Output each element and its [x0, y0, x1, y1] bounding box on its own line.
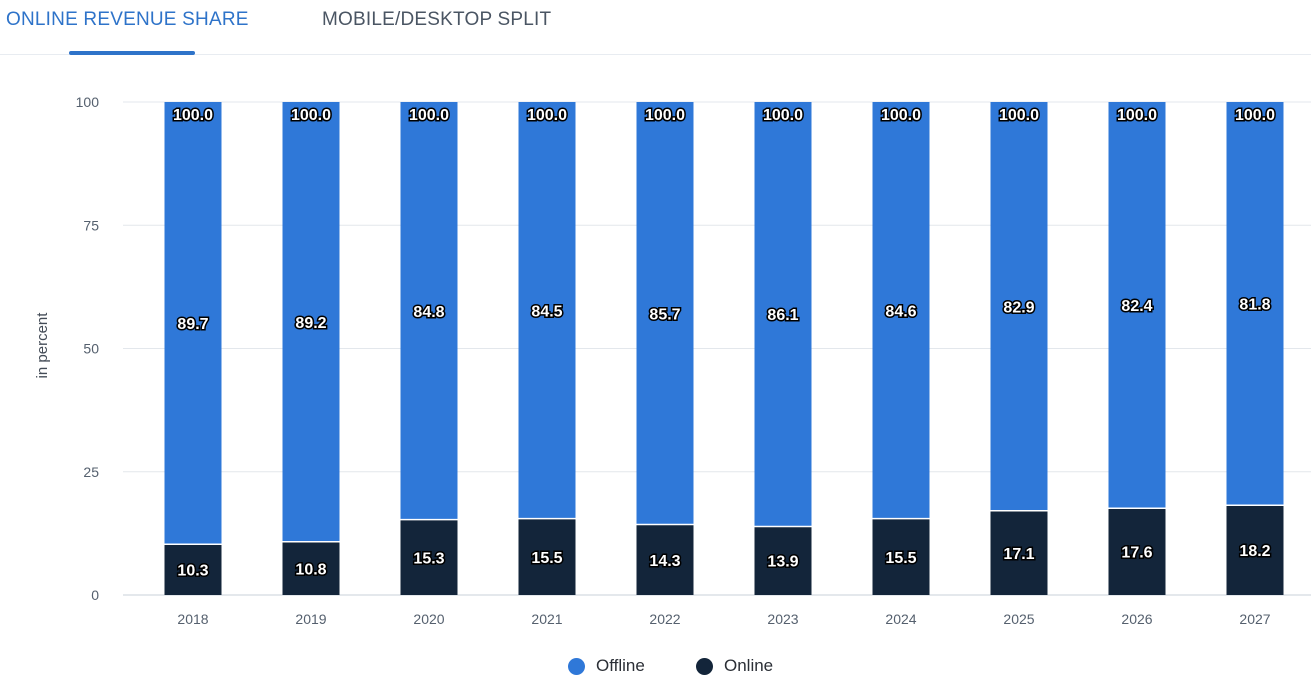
bar-offline: [872, 102, 930, 519]
legend-swatch-offline: [568, 657, 585, 675]
data-label-online: 17.1: [1003, 546, 1034, 563]
x-tick-label: 2025: [1003, 611, 1034, 627]
legend-swatch-online: [696, 657, 713, 675]
bar-offline: [282, 102, 340, 542]
tab-online-revenue-share[interactable]: ONLINE REVENUE SHARE: [6, 9, 249, 30]
data-label-total: 100.0: [291, 107, 331, 124]
x-tick-label: 2019: [295, 611, 326, 627]
bar-offline: [990, 102, 1048, 511]
data-label-online: 10.8: [295, 561, 326, 578]
data-label-offline: 89.7: [177, 316, 208, 333]
stacked-bar-chart: 0 25 50 75 100 in percent 10.3 89.7 100.0 2018 10.…: [34, 94, 1311, 627]
bar-online: [400, 519, 458, 595]
data-label-offline: 84.6: [885, 303, 916, 320]
data-label-online: 15.3: [413, 550, 444, 567]
x-tick-label: 2018: [177, 611, 208, 627]
x-tick-label: 2021: [531, 611, 562, 627]
data-label-offline: 89.2: [295, 315, 326, 332]
data-label-online: 10.3: [177, 563, 208, 580]
bar-offline: [1108, 102, 1166, 509]
data-label-online: 15.5: [531, 550, 562, 567]
tab-mobile-desktop-split[interactable]: MOBILE/DESKTOP SPLIT: [322, 9, 552, 30]
bar-online: [754, 526, 812, 595]
chart-legend: Offline Online: [0, 656, 1311, 682]
active-tab-indicator: [69, 51, 195, 55]
x-tick-label: 2024: [885, 611, 916, 627]
bar-online: [872, 518, 930, 595]
data-label-total: 100.0: [527, 107, 567, 124]
data-label-total: 100.0: [881, 107, 921, 124]
y-tick-label: 0: [91, 587, 99, 603]
bar-offline: [1226, 102, 1284, 506]
x-tick-label: 2020: [413, 611, 444, 627]
bar-offline: [400, 102, 458, 520]
bar-offline: [754, 102, 812, 527]
data-label-total: 100.0: [645, 107, 685, 124]
data-label-online: 18.2: [1239, 543, 1270, 560]
x-tick-label: 2022: [649, 611, 680, 627]
y-tick-label: 75: [83, 217, 99, 233]
data-label-offline: 84.5: [531, 303, 562, 320]
bar-online: [1226, 505, 1284, 595]
data-label-total: 100.0: [999, 107, 1039, 124]
y-tick-label: 25: [83, 464, 99, 480]
bar-online: [282, 541, 340, 595]
x-tick-label: 2026: [1121, 611, 1152, 627]
y-tick-label: 50: [83, 341, 99, 357]
bar-online: [518, 518, 576, 595]
bar-online: [1108, 508, 1166, 595]
y-tick-label: 100: [76, 94, 100, 110]
data-label-offline: 86.1: [767, 307, 798, 324]
data-label-total: 100.0: [173, 107, 213, 124]
data-label-total: 100.0: [409, 107, 449, 124]
legend-item-online[interactable]: Online: [696, 656, 773, 676]
data-label-online: 15.5: [885, 550, 916, 567]
bar-offline: [164, 102, 222, 545]
data-label-online: 14.3: [649, 553, 680, 570]
data-label-offline: 85.7: [649, 306, 680, 323]
bar-online: [636, 524, 694, 595]
x-tick-label: 2027: [1239, 611, 1270, 627]
bar-online: [164, 544, 222, 595]
data-label-offline: 82.4: [1121, 298, 1152, 315]
data-label-online: 17.6: [1121, 545, 1152, 562]
y-axis-title: in percent: [34, 312, 51, 379]
data-label-total: 100.0: [763, 107, 803, 124]
tab-bar: ONLINE REVENUE SHARE MOBILE/DESKTOP SPLI…: [0, 0, 1311, 55]
data-label-offline: 81.8: [1239, 297, 1270, 314]
x-tick-label: 2023: [767, 611, 798, 627]
legend-item-offline[interactable]: Offline: [568, 656, 645, 676]
data-label-offline: 82.9: [1003, 299, 1034, 316]
data-label-total: 100.0: [1235, 107, 1275, 124]
bar-offline: [518, 102, 576, 519]
data-label-total: 100.0: [1117, 107, 1157, 124]
bar-offline: [636, 102, 694, 525]
data-label-online: 13.9: [767, 554, 798, 571]
legend-label-online: Online: [724, 656, 774, 675]
data-label-offline: 84.8: [413, 304, 444, 321]
bar-online: [990, 510, 1048, 595]
legend-label-offline: Offline: [596, 656, 645, 675]
